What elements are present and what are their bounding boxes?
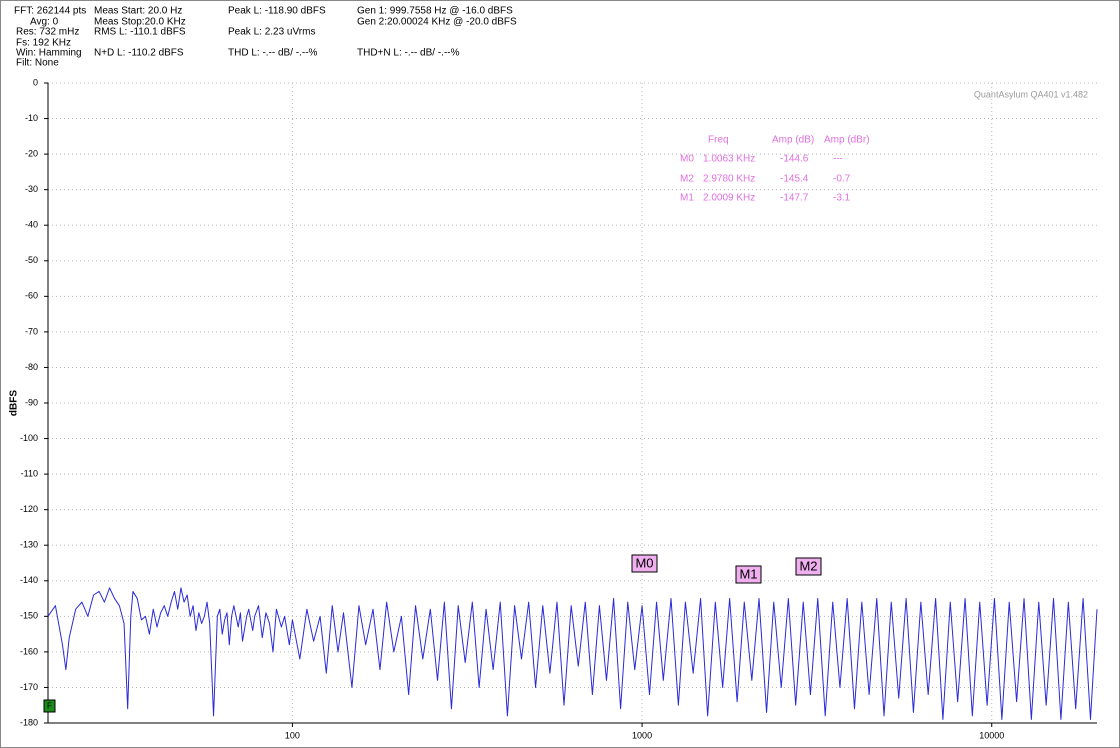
marker-cell: M0 <box>680 154 694 165</box>
status-text: THD+N L: -.-- dB/ -.--% <box>357 48 460 59</box>
y-tick-label: -30 <box>25 184 38 194</box>
marker-header: Amp (dB) <box>772 135 814 146</box>
status-text: FFT: 262144 pts <box>14 6 86 17</box>
y-tick-label: -10 <box>25 113 38 123</box>
y-tick-label: -180 <box>20 717 38 727</box>
y-tick-label: -140 <box>20 575 38 585</box>
status-text: Gen 1: 999.7558 Hz @ -16.0 dBFS <box>357 6 513 17</box>
marker-header: Amp (dBr) <box>824 135 870 146</box>
marker-tag: M2 <box>799 558 817 573</box>
y-tick-label: -110 <box>21 468 38 478</box>
x-tick-label: 10000 <box>979 730 1004 740</box>
channel-tag-box <box>43 699 56 713</box>
marker-cell: -0.7 <box>833 174 851 185</box>
y-tick-label: -90 <box>25 397 38 407</box>
x-tick-label: 1000 <box>632 730 652 740</box>
status-header: FFT: 262144 pts Avg: 0 Res: 732 mHz Fs: … <box>14 6 517 69</box>
plot-area: 0 -10 -20 -30 -40 -50 -60 -70 -80 -90 -100 -110 -120… <box>20 77 1098 740</box>
y-tick-label: -70 <box>25 326 38 336</box>
watermark: QuantAsylum QA401 v1.482 <box>974 89 1088 99</box>
status-text: Avg: 0 <box>30 17 59 28</box>
y-tick-label: -50 <box>25 255 38 265</box>
status-text: Filt: None <box>16 58 59 69</box>
status-text: Win: Hamming <box>16 48 82 59</box>
marker-cell: M2 <box>680 174 694 185</box>
status-text: Res: 732 mHz <box>16 27 79 38</box>
y-tick-label: 0 <box>33 77 38 87</box>
channel-tag: F <box>47 702 52 711</box>
marker-tag-box <box>795 557 822 576</box>
marker-cell: M1 <box>680 193 694 204</box>
status-text: Fs: 192 KHz <box>16 38 71 49</box>
marker-tags: M0 M1 M2 <box>631 554 822 584</box>
marker-cell: -147.7 <box>780 193 809 204</box>
y-tick-label: -20 <box>25 148 38 158</box>
y-tick-label: -100 <box>20 433 38 443</box>
marker-tag: M0 <box>635 555 653 570</box>
status-text: Peak L: -118.90 dBFS <box>228 6 326 17</box>
y-axis-label: dBFS <box>9 390 20 416</box>
y-tick-label: -130 <box>20 540 38 550</box>
marker-cell: 2.0009 KHz <box>703 193 755 204</box>
marker-cell: -3.1 <box>833 193 851 204</box>
marker-cell: 2.9780 KHz <box>703 174 755 185</box>
marker-table: Freq Amp (dB) Amp (dBr) M0 1.0063 KHz -1… <box>680 135 870 204</box>
status-text: RMS L: -110.1 dBFS <box>94 27 186 38</box>
marker-cell: -145.4 <box>780 174 809 185</box>
marker-header: Freq <box>708 135 729 146</box>
y-tick-label: -60 <box>25 291 38 301</box>
status-text: Meas Start: 20.0 Hz <box>94 6 182 17</box>
x-tick-label: 100 <box>285 730 300 740</box>
marker-tag: M1 <box>739 566 757 581</box>
y-tick-label: -150 <box>20 611 38 621</box>
marker-cell: --- <box>833 154 843 165</box>
status-text: Peak L: 2.23 uVrms <box>228 27 315 38</box>
status-text: Meas Stop:20.0 KHz <box>94 17 186 28</box>
marker-cell: 1.0063 KHz <box>703 154 755 165</box>
marker-tag-box <box>735 565 762 584</box>
y-tick-label: -120 <box>20 504 38 514</box>
marker-tag-box <box>631 554 658 573</box>
status-text: Gen 2:20.00024 KHz @ -20.0 dBFS <box>357 17 517 28</box>
y-tick-label: -170 <box>20 682 38 692</box>
status-text: N+D L: -110.2 dBFS <box>94 48 184 59</box>
y-tick-label: -160 <box>20 646 38 656</box>
spectrum-trace <box>47 587 1098 720</box>
status-text: THD L: -.-- dB/ -.--% <box>228 48 318 59</box>
y-tick-label: -40 <box>25 220 38 230</box>
y-tick-label: -80 <box>25 362 38 372</box>
marker-cell: -144.6 <box>780 154 809 165</box>
